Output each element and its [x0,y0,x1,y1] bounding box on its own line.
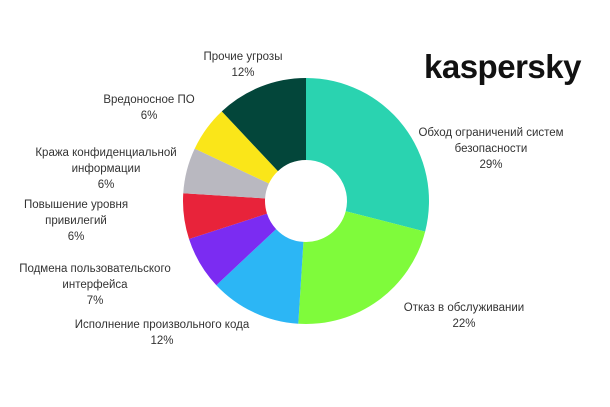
category: Отказ в обслуживании [403,302,525,314]
value-label: 6% [97,179,115,191]
donut-segment [183,148,269,199]
value-label: 6% [67,231,85,243]
category: Повышение уровня привилегий [23,199,129,227]
segment-label: Исполнение произвольного кода 12% [62,317,262,349]
value-label: 7% [86,295,104,307]
value-label: 12% [150,335,174,347]
value-label: 6% [140,110,158,122]
category: Подмена пользовательского интерфейса [19,263,171,291]
donut-segment [298,211,426,325]
segment-label: Отказ в обслуживании 22% [389,300,539,332]
category: Исполнение произвольного кода [74,319,250,331]
value-label: 22% [452,318,476,330]
donut-segment [216,229,304,324]
segment-label: Подмена пользовательского интерфейса 7% [15,261,175,309]
segment-label: Вредоносное ПО 6% [89,92,209,124]
category: Обход ограничений систем безопасности [418,127,564,155]
segment-label: Повышение уровня привилегий 6% [16,197,136,245]
donut-segment [183,193,268,240]
segment-label: Кража конфиденциальной информации 6% [26,145,186,193]
segment-label: Прочие угрозы 12% [183,49,303,81]
category: Прочие угрозы [203,51,283,63]
donut-segment [306,78,429,232]
category: Кража конфиденциальной информации [35,147,177,175]
value-label: 29% [479,159,503,171]
donut-segment [189,213,277,286]
logo: kaspersky [424,48,581,85]
category: Вредоносное ПО [103,94,195,106]
segment-label: Обход ограничений систем безопасности 29% [406,125,576,173]
value-label: 12% [231,67,255,79]
donut-segment [221,78,306,172]
donut-segment [194,111,278,184]
